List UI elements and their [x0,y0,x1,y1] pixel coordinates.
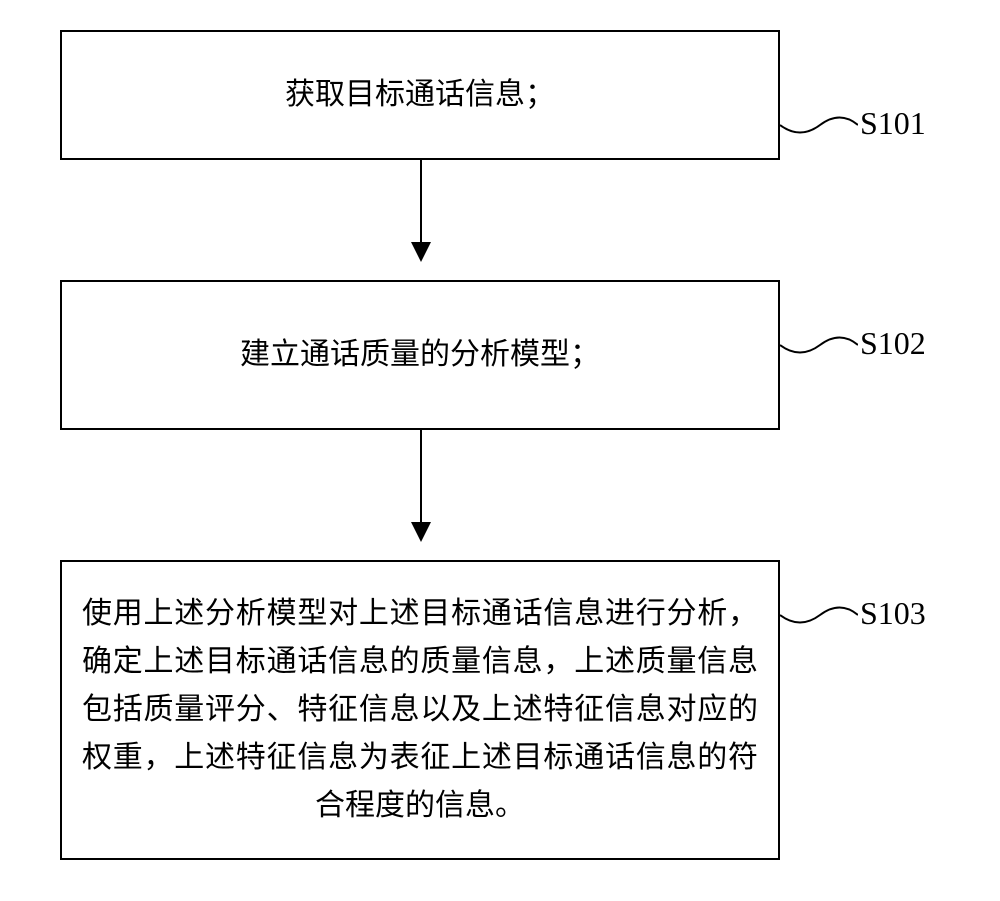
connector-s103 [780,600,858,630]
step-text-s101: 获取目标通话信息； [285,71,555,119]
arrow-s101-s102 [420,160,422,260]
step-label-s101: S101 [860,105,926,142]
step-label-s102: S102 [860,325,926,362]
flowchart-container: 获取目标通话信息； 建立通话质量的分析模型； 使用上述分析模型对上述目标通话信息… [60,30,940,870]
connector-s101 [780,110,858,140]
arrow-s102-s103 [420,430,422,540]
step-box-s103: 使用上述分析模型对上述目标通话信息进行分析，确定上述目标通话信息的质量信息，上述… [60,560,780,860]
arrow-head-icon [411,242,431,262]
connector-s102 [780,330,858,360]
arrow-head-icon [411,522,431,542]
step-text-s102: 建立通话质量的分析模型； [240,331,600,379]
step-box-s102: 建立通话质量的分析模型； [60,280,780,430]
step-box-s101: 获取目标通话信息； [60,30,780,160]
step-text-s103: 使用上述分析模型对上述目标通话信息进行分析，确定上述目标通话信息的质量信息，上述… [82,590,758,830]
step-label-s103: S103 [860,595,926,632]
